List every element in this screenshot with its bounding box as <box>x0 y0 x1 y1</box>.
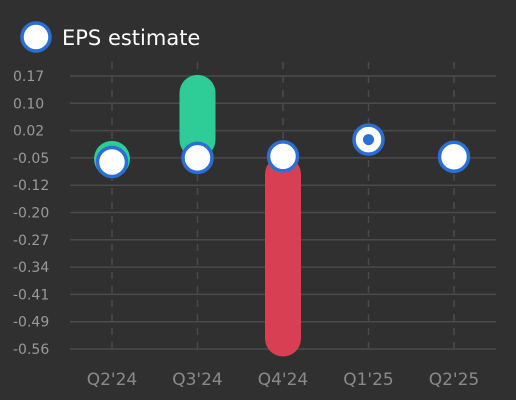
y-tick-label: -0.05 <box>13 151 49 167</box>
legend-label: EPS estimate <box>62 26 200 50</box>
x-axis-ticks: Q2'24 Q3'24 Q4'24 Q1'25 Q2'25 <box>87 370 480 390</box>
y-tick-label: -0.27 <box>13 233 49 249</box>
y-tick-label: -0.41 <box>13 287 49 303</box>
y-tick-label: 0.02 <box>13 124 44 140</box>
y-tick-label: -0.49 <box>13 315 49 331</box>
surprise-bar <box>265 156 301 357</box>
x-tick-label: Q2'25 <box>429 370 480 390</box>
x-tick-label: Q2'24 <box>87 370 138 390</box>
y-tick-label: 0.17 <box>13 69 44 85</box>
estimate-markers <box>95 123 471 179</box>
y-tick-label: -0.34 <box>13 260 49 276</box>
y-tick-label: -0.20 <box>13 206 49 222</box>
y-tick-label: -0.56 <box>13 342 49 358</box>
legend: EPS estimate <box>20 21 200 53</box>
y-axis-ticks: 0.17 0.10 0.02 -0.05 -0.12 -0.20 -0.27 -0.34 -0.… <box>13 69 49 358</box>
y-tick-label: -0.12 <box>13 178 49 194</box>
x-tick-label: Q4'24 <box>258 370 309 390</box>
estimate-point <box>266 140 300 173</box>
estimate-point <box>95 145 129 179</box>
estimate-point <box>437 140 471 174</box>
surprise-bar <box>179 74 216 158</box>
x-tick-label: Q1'25 <box>343 370 394 390</box>
next-report-dot <box>363 134 374 146</box>
x-tick-label: Q3'24 <box>172 370 223 390</box>
estimate-point <box>181 141 214 175</box>
legend-marker-icon <box>20 21 52 53</box>
y-tick-label: 0.10 <box>13 96 44 112</box>
